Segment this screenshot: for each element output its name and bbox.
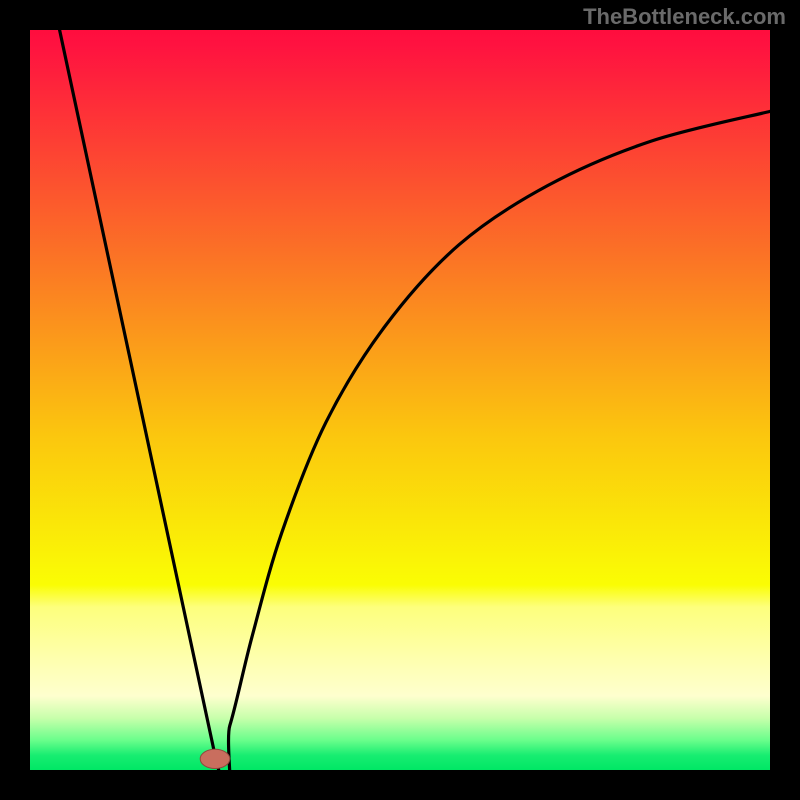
plot-area — [30, 30, 770, 770]
chart-svg — [30, 30, 770, 770]
plot-background — [30, 30, 770, 770]
optimal-point-marker — [200, 749, 230, 768]
attribution-label: TheBottleneck.com — [583, 4, 786, 30]
chart-container: TheBottleneck.com — [0, 0, 800, 800]
